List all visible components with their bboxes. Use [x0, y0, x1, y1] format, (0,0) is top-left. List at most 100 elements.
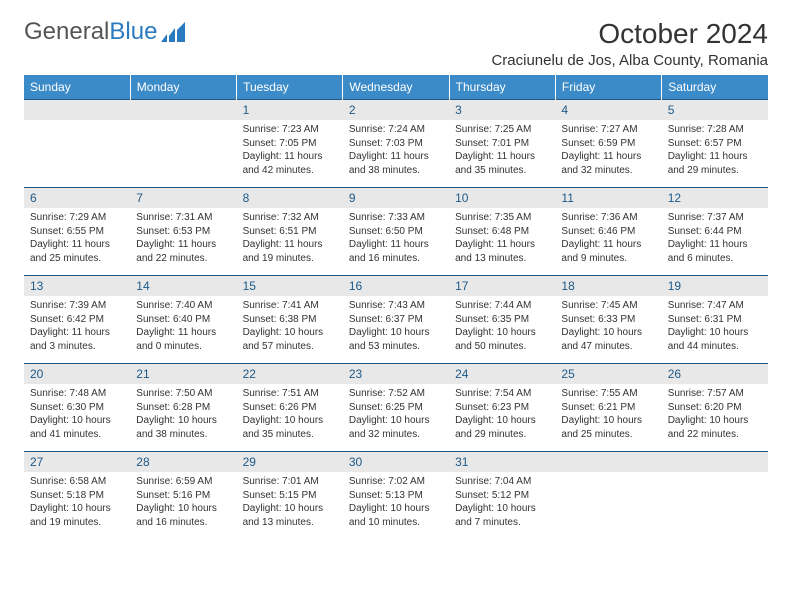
calendar-day-cell: 16Sunrise: 7:43 AMSunset: 6:37 PMDayligh… [343, 276, 449, 364]
sunset-text: Sunset: 6:30 PM [30, 401, 124, 415]
day-details: Sunrise: 7:51 AMSunset: 6:26 PMDaylight:… [237, 384, 343, 445]
sunset-text: Sunset: 6:59 PM [561, 137, 655, 151]
calendar-day-cell: 2Sunrise: 7:24 AMSunset: 7:03 PMDaylight… [343, 100, 449, 188]
day-details [662, 472, 768, 479]
weekday-header: Friday [555, 75, 661, 100]
daylight-text: Daylight: 10 hours and 29 minutes. [455, 414, 549, 441]
sunset-text: Sunset: 6:31 PM [668, 313, 762, 327]
day-details: Sunrise: 7:33 AMSunset: 6:50 PMDaylight:… [343, 208, 449, 269]
sunrise-text: Sunrise: 7:55 AM [561, 387, 655, 401]
logo-chart-icon [161, 22, 189, 42]
day-details: Sunrise: 7:37 AMSunset: 6:44 PMDaylight:… [662, 208, 768, 269]
daylight-text: Daylight: 11 hours and 6 minutes. [668, 238, 762, 265]
day-number: 1 [237, 100, 343, 120]
sunrise-text: Sunrise: 7:48 AM [30, 387, 124, 401]
day-details: Sunrise: 7:27 AMSunset: 6:59 PMDaylight:… [555, 120, 661, 181]
day-details [555, 472, 661, 479]
day-details: Sunrise: 7:43 AMSunset: 6:37 PMDaylight:… [343, 296, 449, 357]
day-number: 17 [449, 276, 555, 296]
calendar-day-cell: 5Sunrise: 7:28 AMSunset: 6:57 PMDaylight… [662, 100, 768, 188]
calendar-day-cell: 21Sunrise: 7:50 AMSunset: 6:28 PMDayligh… [130, 364, 236, 452]
sunrise-text: Sunrise: 7:25 AM [455, 123, 549, 137]
day-details: Sunrise: 7:40 AMSunset: 6:40 PMDaylight:… [130, 296, 236, 357]
sunrise-text: Sunrise: 6:59 AM [136, 475, 230, 489]
calendar-day-cell: 9Sunrise: 7:33 AMSunset: 6:50 PMDaylight… [343, 188, 449, 276]
calendar-day-cell: 27Sunrise: 6:58 AMSunset: 5:18 PMDayligh… [24, 452, 130, 540]
day-number: 9 [343, 188, 449, 208]
day-details: Sunrise: 7:24 AMSunset: 7:03 PMDaylight:… [343, 120, 449, 181]
weekday-row: Sunday Monday Tuesday Wednesday Thursday… [24, 75, 768, 100]
day-number [130, 100, 236, 120]
sunrise-text: Sunrise: 7:50 AM [136, 387, 230, 401]
sunset-text: Sunset: 6:50 PM [349, 225, 443, 239]
sunset-text: Sunset: 6:28 PM [136, 401, 230, 415]
daylight-text: Daylight: 10 hours and 10 minutes. [349, 502, 443, 529]
sunrise-text: Sunrise: 7:23 AM [243, 123, 337, 137]
daylight-text: Daylight: 11 hours and 38 minutes. [349, 150, 443, 177]
daylight-text: Daylight: 11 hours and 25 minutes. [30, 238, 124, 265]
daylight-text: Daylight: 10 hours and 35 minutes. [243, 414, 337, 441]
day-number: 29 [237, 452, 343, 472]
day-details: Sunrise: 7:41 AMSunset: 6:38 PMDaylight:… [237, 296, 343, 357]
day-details: Sunrise: 7:44 AMSunset: 6:35 PMDaylight:… [449, 296, 555, 357]
sunrise-text: Sunrise: 7:01 AM [243, 475, 337, 489]
daylight-text: Daylight: 11 hours and 16 minutes. [349, 238, 443, 265]
day-details: Sunrise: 6:59 AMSunset: 5:16 PMDaylight:… [130, 472, 236, 533]
sunset-text: Sunset: 6:51 PM [243, 225, 337, 239]
sunrise-text: Sunrise: 7:36 AM [561, 211, 655, 225]
day-details: Sunrise: 7:25 AMSunset: 7:01 PMDaylight:… [449, 120, 555, 181]
calendar-week-row: 6Sunrise: 7:29 AMSunset: 6:55 PMDaylight… [24, 188, 768, 276]
weekday-header: Wednesday [343, 75, 449, 100]
header: GeneralBlue October 2024 Craciunelu de J… [24, 18, 768, 69]
calendar-day-cell: 14Sunrise: 7:40 AMSunset: 6:40 PMDayligh… [130, 276, 236, 364]
calendar-body: 1Sunrise: 7:23 AMSunset: 7:05 PMDaylight… [24, 100, 768, 540]
day-number: 3 [449, 100, 555, 120]
sunrise-text: Sunrise: 7:45 AM [561, 299, 655, 313]
day-details: Sunrise: 7:36 AMSunset: 6:46 PMDaylight:… [555, 208, 661, 269]
daylight-text: Daylight: 10 hours and 32 minutes. [349, 414, 443, 441]
sunset-text: Sunset: 6:35 PM [455, 313, 549, 327]
calendar-day-cell [130, 100, 236, 188]
calendar-day-cell [24, 100, 130, 188]
day-number: 12 [662, 188, 768, 208]
day-number: 2 [343, 100, 449, 120]
sunrise-text: Sunrise: 7:24 AM [349, 123, 443, 137]
calendar-day-cell: 8Sunrise: 7:32 AMSunset: 6:51 PMDaylight… [237, 188, 343, 276]
sunset-text: Sunset: 6:42 PM [30, 313, 124, 327]
daylight-text: Daylight: 11 hours and 29 minutes. [668, 150, 762, 177]
calendar-day-cell: 18Sunrise: 7:45 AMSunset: 6:33 PMDayligh… [555, 276, 661, 364]
daylight-text: Daylight: 10 hours and 53 minutes. [349, 326, 443, 353]
day-number: 11 [555, 188, 661, 208]
sunset-text: Sunset: 6:57 PM [668, 137, 762, 151]
calendar-day-cell: 7Sunrise: 7:31 AMSunset: 6:53 PMDaylight… [130, 188, 236, 276]
sunrise-text: Sunrise: 7:35 AM [455, 211, 549, 225]
day-number: 16 [343, 276, 449, 296]
day-details: Sunrise: 7:23 AMSunset: 7:05 PMDaylight:… [237, 120, 343, 181]
day-number: 19 [662, 276, 768, 296]
day-details: Sunrise: 7:47 AMSunset: 6:31 PMDaylight:… [662, 296, 768, 357]
day-number: 7 [130, 188, 236, 208]
calendar-day-cell: 26Sunrise: 7:57 AMSunset: 6:20 PMDayligh… [662, 364, 768, 452]
day-number: 23 [343, 364, 449, 384]
day-number [662, 452, 768, 472]
day-number: 4 [555, 100, 661, 120]
day-number: 27 [24, 452, 130, 472]
calendar-day-cell: 24Sunrise: 7:54 AMSunset: 6:23 PMDayligh… [449, 364, 555, 452]
sunrise-text: Sunrise: 7:41 AM [243, 299, 337, 313]
daylight-text: Daylight: 11 hours and 19 minutes. [243, 238, 337, 265]
daylight-text: Daylight: 11 hours and 3 minutes. [30, 326, 124, 353]
sunrise-text: Sunrise: 7:57 AM [668, 387, 762, 401]
day-number: 6 [24, 188, 130, 208]
weekday-header: Thursday [449, 75, 555, 100]
sunrise-text: Sunrise: 7:27 AM [561, 123, 655, 137]
day-details: Sunrise: 7:39 AMSunset: 6:42 PMDaylight:… [24, 296, 130, 357]
sunrise-text: Sunrise: 7:43 AM [349, 299, 443, 313]
daylight-text: Daylight: 10 hours and 16 minutes. [136, 502, 230, 529]
calendar-day-cell: 31Sunrise: 7:04 AMSunset: 5:12 PMDayligh… [449, 452, 555, 540]
sunset-text: Sunset: 6:46 PM [561, 225, 655, 239]
day-details [130, 120, 236, 127]
day-number: 14 [130, 276, 236, 296]
day-details: Sunrise: 7:28 AMSunset: 6:57 PMDaylight:… [662, 120, 768, 181]
sunrise-text: Sunrise: 7:44 AM [455, 299, 549, 313]
calendar-day-cell: 12Sunrise: 7:37 AMSunset: 6:44 PMDayligh… [662, 188, 768, 276]
